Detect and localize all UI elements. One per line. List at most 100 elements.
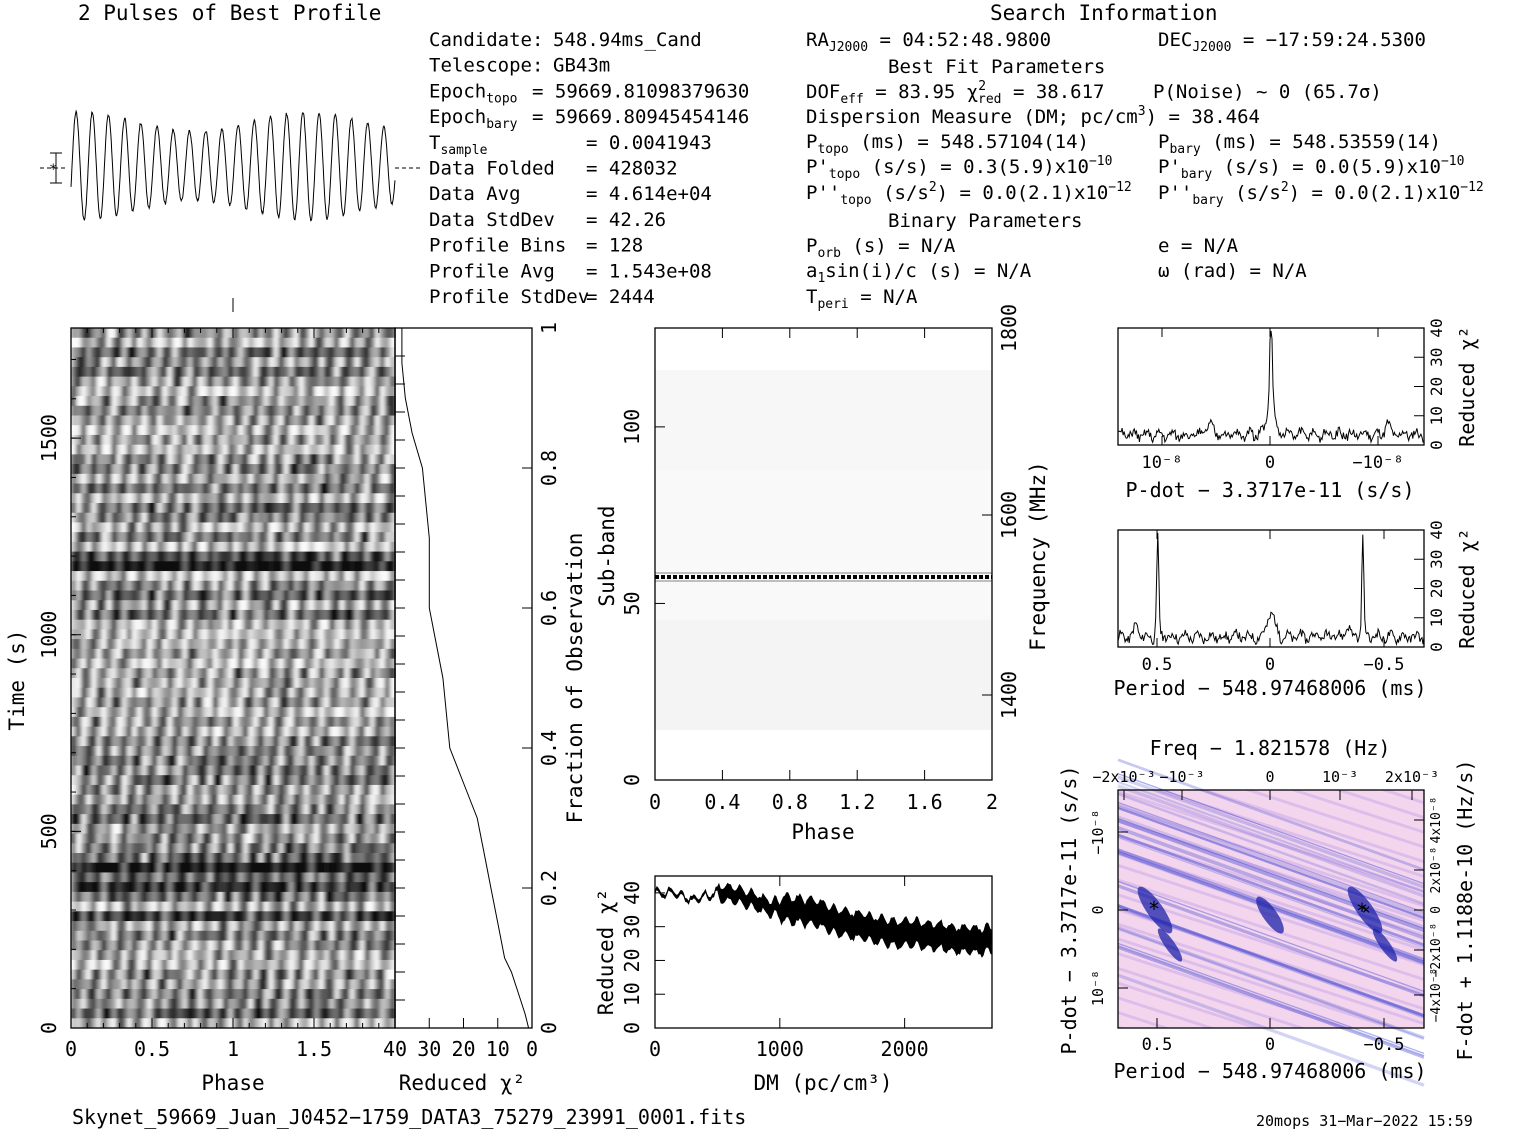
info-value: = 1.543e+08 bbox=[586, 260, 712, 282]
y-axis-label: Fraction of Observation bbox=[563, 533, 587, 824]
dm-chi2-band bbox=[655, 882, 992, 958]
tick-label: 10 bbox=[486, 1037, 510, 1061]
profile-line bbox=[70, 109, 396, 222]
tick-label: 40 bbox=[620, 881, 644, 905]
tick-label: 10 bbox=[1427, 406, 1446, 425]
candidate-info: Candidate: 548.94ms_Cand Telescope: GB43m Ep… bbox=[429, 29, 749, 308]
info-value: = 0.0041943 bbox=[586, 132, 712, 154]
info-value: GB43m bbox=[553, 55, 610, 77]
period-panel: 0.5 0 −0.5 0 10 20 30 40 Period − 548.97468006 (… bbox=[1113, 520, 1479, 700]
dec: DECJ2000 = −17:59:24.5300 bbox=[1158, 29, 1426, 55]
info-label: Data StdDev bbox=[429, 209, 555, 231]
tick-label: 0 bbox=[1089, 905, 1107, 914]
y-axis-label: Reduced χ² bbox=[1455, 326, 1479, 446]
info-value: = 59669.81098379630 bbox=[532, 80, 749, 102]
tick-label: 2x10⁻⁸ bbox=[1429, 847, 1444, 894]
tick-label: 30 bbox=[620, 915, 644, 939]
info-label: Epochbary bbox=[429, 106, 518, 132]
info-label: Profile StdDev bbox=[429, 286, 589, 308]
filename: Skynet_59669_Juan_J0452−1759_DATA3_75279… bbox=[72, 1105, 746, 1129]
tick-label: 0.4 bbox=[704, 790, 740, 814]
tick-label: 1000 bbox=[756, 1037, 804, 1061]
tick-label: 10⁻⁸ bbox=[1142, 453, 1183, 473]
tick-label: −10⁻⁸ bbox=[1089, 809, 1107, 854]
tick-label: 30 bbox=[417, 1037, 441, 1061]
marker-black: * bbox=[1356, 899, 1368, 923]
tick-label: 20 bbox=[1427, 377, 1446, 396]
tick-label: 0.4 bbox=[537, 730, 561, 766]
info-value: = 4.614e+04 bbox=[586, 183, 712, 205]
x-axis-label: Phase bbox=[201, 1071, 264, 1095]
tick-label: −2x10⁻³ bbox=[1092, 768, 1155, 786]
binary-params-title: Binary Parameters bbox=[888, 210, 1082, 232]
tick-label: 1 bbox=[227, 1037, 239, 1061]
x-axis-label: Phase bbox=[791, 820, 854, 844]
tick-label: 0.5 bbox=[1142, 1035, 1173, 1055]
tick-label: 1800 bbox=[997, 304, 1021, 352]
tick-label: 0.8 bbox=[537, 450, 561, 486]
top-axis-label: Freq − 1.821578 (Hz) bbox=[1150, 736, 1391, 760]
tick-label: 0 bbox=[1429, 906, 1444, 914]
info-label: Profile Bins bbox=[429, 235, 566, 257]
omega: ω (rad) = N/A bbox=[1158, 260, 1307, 282]
tick-label: 0 bbox=[65, 1037, 77, 1061]
tick-label: 20 bbox=[1427, 579, 1446, 598]
tick-label: −10⁻³ bbox=[1159, 768, 1204, 786]
tick-label: 1.6 bbox=[907, 790, 943, 814]
info-value: = 428032 bbox=[586, 158, 678, 180]
y-axis-label: P-dot − 3.3717e-11 (s/s) bbox=[1057, 766, 1081, 1055]
period-chi2-line bbox=[1117, 532, 1425, 647]
tick-label: 0 bbox=[1427, 440, 1446, 450]
x-axis-label: P-dot − 3.3717e-11 (s/s) bbox=[1126, 478, 1415, 502]
tick-label: 1400 bbox=[997, 671, 1021, 719]
tick-label: 0 bbox=[537, 1022, 561, 1034]
tick-label: 1 bbox=[537, 322, 561, 334]
tick-label: 1600 bbox=[997, 491, 1021, 539]
tick-label: −4x10⁻⁸ bbox=[1429, 968, 1444, 1023]
p-bary: Pbary (ms) = 548.53559(14) bbox=[1158, 131, 1441, 157]
info-value: = 128 bbox=[586, 235, 643, 257]
fit-info-right: DECJ2000 = −17:59:24.5300 P(Noise) ~ 0 (… bbox=[1153, 29, 1484, 282]
dm-value: Dispersion Measure (DM; pc/cm3) = 38.464 bbox=[806, 104, 1260, 128]
dm-panel: 0 1000 2000 0 10 20 30 40 DM (pc/cm³) Reduced χ² bbox=[594, 875, 993, 1095]
tick-label: −10⁻⁸ bbox=[1352, 453, 1403, 473]
tick-label: 0 bbox=[649, 1037, 661, 1061]
tick-label: 10⁻⁸ bbox=[1089, 970, 1107, 1006]
pdot-panel: 10⁻⁸ 0 −10⁻⁸ 0 10 20 30 40 P-dot − 3.3717e-11 (s… bbox=[1117, 318, 1479, 502]
a1sini: a1sin(i)/c (s) = N/A bbox=[806, 260, 1032, 286]
tick-label: 0 bbox=[1265, 655, 1275, 675]
svg-text:×: × bbox=[1362, 902, 1370, 918]
tick-label: 40 bbox=[1427, 318, 1446, 337]
tick-label: −0.5 bbox=[1364, 655, 1405, 675]
info-label: Profile Avg bbox=[429, 260, 555, 282]
pd-bary: P'bary (s/s) = 0.0(5.9)x10−10 bbox=[1158, 154, 1464, 182]
info-value: = 2444 bbox=[586, 286, 655, 308]
p-orb: Porb (s) = N/A bbox=[806, 235, 956, 261]
info-label: Epochtopo bbox=[429, 80, 518, 106]
time-phase-panel: 0 0.5 1 1.5 0 500 1000 1500 Phase Time (s) bbox=[5, 298, 396, 1095]
y2-axis-label: Frequency (MHz) bbox=[1026, 461, 1050, 651]
tick-label: 0 bbox=[649, 790, 661, 814]
chi2-time-panel: 40 30 20 10 0 0 0.2 0.4 0.6 0.8 1 Reduced χ² Fractio… bbox=[383, 322, 587, 1095]
tick-label: 20 bbox=[620, 948, 644, 972]
tick-label: 10⁻³ bbox=[1322, 768, 1358, 786]
tick-label: 100 bbox=[620, 409, 644, 445]
info-value: 548.94ms_Cand bbox=[553, 29, 702, 51]
tick-label: 10 bbox=[620, 982, 644, 1006]
x-axis-label: DM (pc/cm³) bbox=[753, 1071, 892, 1095]
y2-axis-label: F-dot + 1.1188e-10 (Hz/s) bbox=[1453, 759, 1477, 1060]
tick-label: 0 bbox=[526, 1037, 538, 1061]
timestamp: 20mops 31−Mar−2022 15:59 bbox=[1256, 1112, 1473, 1130]
p-noise: P(Noise) ~ 0 (65.7σ) bbox=[1153, 81, 1382, 103]
tick-label: 0.2 bbox=[537, 870, 561, 906]
info-value: = 59669.80945454146 bbox=[532, 106, 749, 128]
tick-label: 500 bbox=[37, 813, 61, 849]
pdd-topo: P''topo (s/s2) = 0.0(2.1)x10−12 bbox=[806, 180, 1132, 208]
fit-info-mid: RAJ2000 = 04:52:48.9800 DOFeff = 83.95 χ… bbox=[806, 29, 1260, 312]
info-value: = 42.26 bbox=[586, 209, 666, 231]
tick-label: 0 bbox=[620, 774, 644, 786]
tick-label: 0 bbox=[1265, 453, 1275, 473]
tick-label: 10 bbox=[1427, 608, 1446, 627]
p-pdot-panel: * *× 0.5 0 −0.5−2x10⁻³ −10⁻³ 0 10⁻³ 2x10⁻³−10⁻⁸… bbox=[1057, 736, 1477, 1087]
y-axis-label: Time (s) bbox=[5, 629, 29, 730]
